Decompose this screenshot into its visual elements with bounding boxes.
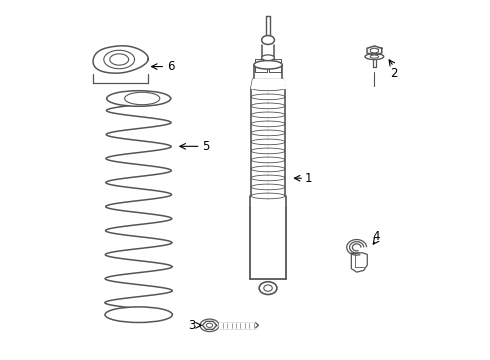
Ellipse shape [264,285,272,291]
Polygon shape [351,253,368,272]
Ellipse shape [105,307,172,323]
Ellipse shape [262,36,274,45]
Polygon shape [202,321,217,329]
Ellipse shape [200,319,219,332]
Text: 6: 6 [167,60,174,73]
Ellipse shape [254,60,282,69]
Ellipse shape [124,92,160,105]
Text: 1: 1 [305,172,313,185]
Polygon shape [367,46,382,55]
Ellipse shape [206,323,213,328]
Ellipse shape [365,54,384,59]
Text: 2: 2 [390,67,397,80]
Ellipse shape [107,91,171,106]
Text: 4: 4 [372,230,380,243]
Ellipse shape [370,55,379,58]
Text: 5: 5 [202,140,210,153]
Polygon shape [93,46,148,73]
Ellipse shape [262,55,274,60]
Ellipse shape [259,282,277,294]
Text: 3: 3 [188,319,196,332]
